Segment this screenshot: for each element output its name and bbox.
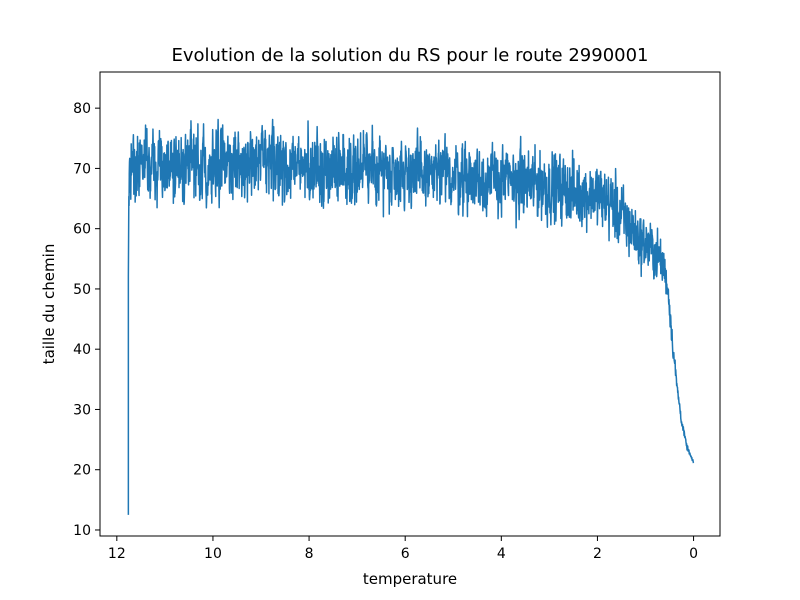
y-axis-label: taille du chemin: [40, 244, 58, 365]
axes-frame: [99, 71, 721, 537]
y-tick-label: 30: [73, 402, 91, 418]
x-tick-label: 4: [497, 546, 506, 562]
x-tick-label: 12: [108, 546, 126, 562]
x-axis-label: temperature: [363, 570, 457, 588]
y-tick-label: 70: [73, 161, 91, 177]
y-tick-label: 50: [73, 282, 91, 298]
x-tick-label: 10: [204, 546, 222, 562]
x-tick-label: 8: [305, 546, 314, 562]
y-tick-label: 20: [73, 463, 91, 479]
y-tick-label: 80: [73, 101, 91, 117]
y-axis: 10 20 30 40 50 60 70 80: [73, 101, 100, 539]
plot-area: [127, 118, 695, 515]
x-axis: 12 10 8 6 4 2 0: [108, 536, 698, 562]
y-tick-label: 10: [73, 523, 91, 539]
x-tick-label: 6: [401, 546, 410, 562]
chart-title: Evolution de la solution du RS pour le r…: [171, 45, 648, 66]
y-tick-label: 40: [73, 342, 91, 358]
y-tick-label: 60: [73, 222, 91, 238]
x-tick-label: 0: [689, 546, 698, 562]
series-line: [127, 118, 695, 515]
x-tick-label: 2: [593, 546, 602, 562]
